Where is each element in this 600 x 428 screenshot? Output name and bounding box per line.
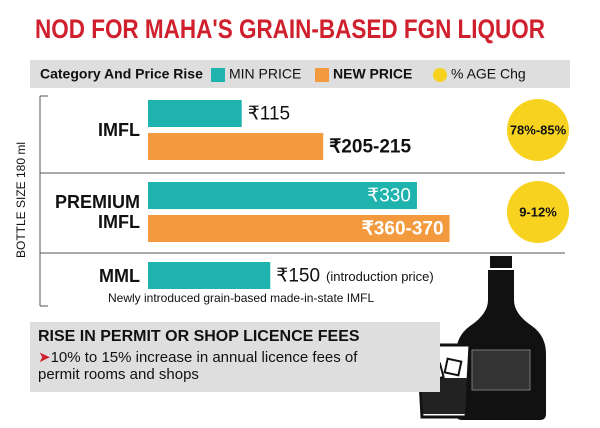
legend-band xyxy=(30,60,570,88)
legend-swatch xyxy=(211,68,225,82)
annotation: (introduction price) xyxy=(326,269,434,284)
y-label: BOTTLE SIZE 180 ml xyxy=(14,142,28,258)
legend-swatch xyxy=(315,68,329,82)
category-label: PREMIUM IMFL xyxy=(55,192,140,232)
legend-title: Category And Price Rise xyxy=(40,66,203,82)
value-label: ₹330 xyxy=(367,186,411,207)
category-label: IMFL xyxy=(98,120,140,140)
annotation: Newly introduced grain-based made-in-sta… xyxy=(108,291,374,305)
value-label: ₹205-215 xyxy=(329,137,411,158)
notice-box: RISE IN PERMIT OR SHOP LICENCE FEES 10% … xyxy=(30,322,440,392)
value-label: ₹115 xyxy=(248,104,290,125)
chart-title: NOD FOR MAHA'S GRAIN-BASED FGN LIQUOR xyxy=(35,14,545,44)
change-badge xyxy=(507,99,569,161)
bar xyxy=(148,262,271,289)
title-band xyxy=(0,0,600,56)
legend-label: NEW PRICE xyxy=(333,66,412,82)
change-label: 78%-85% xyxy=(510,122,567,137)
value-label: ₹150 xyxy=(276,266,320,287)
category-label: MML xyxy=(99,265,140,286)
bar xyxy=(148,215,450,242)
change-badge xyxy=(507,181,569,243)
bar xyxy=(148,100,242,127)
value-label: ₹360-370 xyxy=(362,219,444,240)
bottle-illustration xyxy=(416,256,546,420)
legend-label: % AGE Chg xyxy=(451,66,526,82)
bar xyxy=(148,182,417,209)
legend-label: MIN PRICE xyxy=(229,66,301,82)
bar xyxy=(148,133,324,160)
notice-text: 10% to 15% increase in annual licence fe… xyxy=(38,349,388,383)
change-label: 9-12% xyxy=(519,204,557,219)
legend-swatch xyxy=(433,68,447,82)
notice-heading: RISE IN PERMIT OR SHOP LICENCE FEES xyxy=(38,328,360,345)
